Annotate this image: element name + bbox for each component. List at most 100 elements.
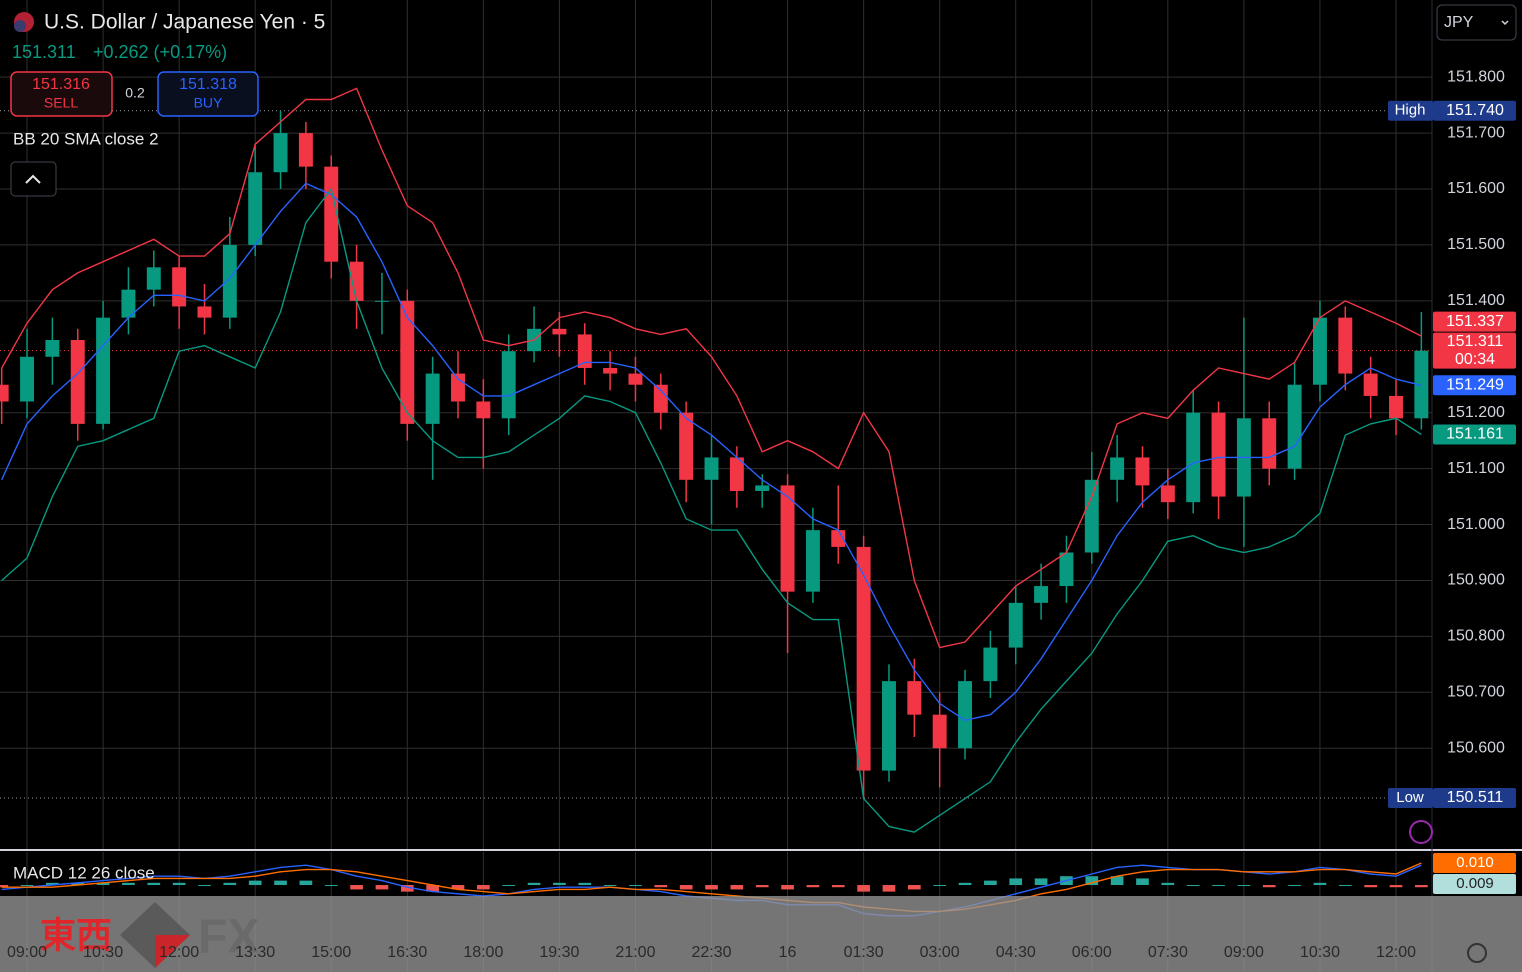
macd-histogram-bar — [1212, 885, 1225, 887]
candle-body — [932, 714, 947, 749]
x-tick-label: 16 — [779, 944, 797, 961]
macd-histogram-bar — [603, 885, 617, 887]
currency-select[interactable] — [1436, 4, 1517, 41]
candle-body — [856, 546, 871, 771]
macd-histogram-bar — [907, 885, 921, 890]
price-tag-label: 150.511 — [1447, 789, 1504, 806]
candle-body — [248, 172, 263, 245]
spread: 0.2 — [125, 85, 145, 101]
x-tick-label: 10:30 — [83, 944, 123, 961]
macd-histogram-bar — [679, 885, 693, 890]
macd-histogram-bar — [324, 885, 338, 887]
macd-tag — [1433, 853, 1516, 873]
candle-body — [907, 681, 922, 715]
y-tick-label: 151.800 — [1447, 68, 1505, 85]
price-tag-label: 151.740 — [1446, 102, 1504, 119]
macd-histogram-bar — [426, 885, 439, 892]
candle-body — [1389, 395, 1403, 419]
candle-body — [400, 300, 415, 424]
candle-body — [45, 340, 60, 357]
candle-body — [1287, 384, 1302, 469]
extreme-name-box — [1388, 787, 1433, 808]
macd-histogram-bar — [502, 885, 516, 887]
price-tag — [1433, 332, 1516, 369]
candle-body — [653, 384, 668, 413]
price-tag-label: 151.249 — [1446, 377, 1504, 394]
macd-histogram-bar — [1136, 878, 1149, 886]
macd-histogram-bar — [1186, 885, 1200, 887]
macd-histogram-bar — [1110, 876, 1124, 886]
macd-histogram-bar — [933, 885, 947, 887]
price-tag — [1433, 311, 1516, 332]
candle-body — [1084, 479, 1099, 553]
price-tag-label: 00:34 — [1455, 351, 1495, 368]
macd-histogram-bar — [654, 885, 668, 888]
y-tick-label: 150.600 — [1447, 739, 1505, 756]
macd-histogram-bar — [553, 882, 566, 886]
candle-body — [501, 351, 516, 419]
buy-button[interactable] — [157, 71, 259, 117]
macd-histogram-bar — [781, 885, 794, 890]
candle-body — [146, 267, 161, 290]
candle-body — [755, 485, 770, 491]
macd-histogram-bar — [248, 880, 262, 886]
sell-button[interactable] — [10, 71, 113, 117]
candle-body — [121, 289, 136, 318]
currency-label: JPY — [1444, 14, 1474, 31]
macd-histogram-bar — [1288, 885, 1301, 887]
candle-body — [577, 334, 592, 368]
buy-price: 151.318 — [179, 76, 237, 93]
band-line — [1, 87, 1422, 649]
currency-caret — [1501, 20, 1509, 26]
last-price: 151.311 — [12, 42, 76, 62]
macd-histogram-bar — [1262, 885, 1276, 888]
macd-histogram-bar — [882, 885, 896, 892]
lightning-icon[interactable] — [1409, 820, 1433, 844]
macd-histogram-bar — [1389, 885, 1403, 888]
macd-histogram-bar — [755, 885, 769, 888]
watermark-suffix: FX — [198, 911, 259, 964]
candle-body — [172, 267, 187, 307]
candle-body — [1338, 317, 1353, 374]
candle-body — [603, 367, 618, 374]
x-tick-label: 15:00 — [311, 944, 351, 961]
x-tick-label: 04:30 — [996, 944, 1036, 961]
candle-body — [1363, 373, 1378, 396]
macd-histogram-bar — [1009, 878, 1023, 886]
extreme-name: Low — [1396, 789, 1424, 806]
candle-body — [805, 530, 820, 592]
settings-icon[interactable] — [1467, 943, 1487, 963]
macd-histogram-bar — [1364, 885, 1377, 888]
footer-overlay — [0, 896, 1522, 972]
x-tick-label: 19:30 — [539, 944, 579, 961]
flag-icon-canton — [14, 20, 26, 32]
x-tick-label: 12:00 — [159, 944, 199, 961]
x-tick-label: 21:00 — [615, 944, 655, 961]
candle-body — [197, 306, 212, 318]
candle-body — [831, 530, 846, 547]
macd-histogram-bar — [122, 882, 135, 886]
macd-histogram-bar — [172, 882, 186, 886]
x-tick-label: 16:30 — [387, 944, 427, 961]
candle-body — [20, 356, 34, 402]
x-tick-label: 01:30 — [844, 944, 884, 961]
price-tag — [1433, 375, 1516, 396]
candle-body — [1262, 418, 1277, 469]
candle-body — [1059, 552, 1074, 587]
x-tick-label: 09:00 — [1224, 944, 1264, 961]
macd-histogram-bar — [0, 885, 9, 888]
x-tick-label: 06:00 — [1072, 944, 1112, 961]
macd-histogram-bar — [958, 882, 972, 886]
candle-body — [1211, 412, 1226, 497]
macd-histogram-bar — [806, 885, 820, 888]
macd-histogram-bar — [857, 885, 870, 892]
price-change: +0.262 (+0.17%) — [93, 42, 227, 62]
macd-histogram-bar — [705, 885, 718, 890]
candle-body — [1008, 602, 1023, 648]
extreme-name: High — [1395, 102, 1426, 119]
overlay-layer: 東西 FX — [0, 820, 1522, 972]
candle-body — [96, 317, 111, 424]
macd-tag-label: 0.010 — [1456, 854, 1494, 871]
collapse-button[interactable] — [10, 161, 57, 197]
